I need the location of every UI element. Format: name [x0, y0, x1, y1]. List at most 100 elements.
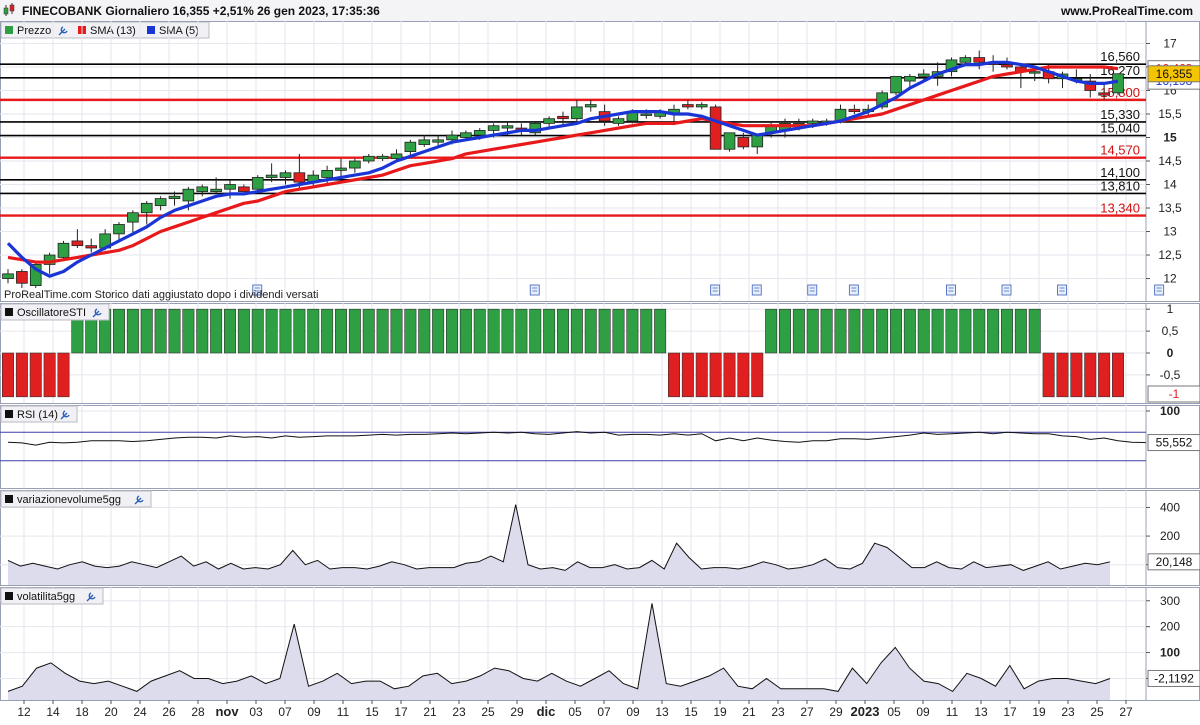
- x-tick-label: 14: [46, 705, 60, 719]
- dividend-icon[interactable]: [751, 284, 762, 296]
- candle: [279, 170, 292, 185]
- oscillator-bar: [196, 308, 209, 354]
- oscillator-bar: [876, 308, 889, 354]
- dividend-icon[interactable]: [848, 284, 859, 296]
- x-tick-label: 29: [829, 705, 843, 719]
- wrench-icon[interactable]: [60, 410, 70, 420]
- oscillator-bar: [737, 352, 750, 398]
- oscillator-bar: [459, 308, 472, 354]
- candle-body: [501, 125, 514, 129]
- oscillator-bar: [29, 352, 42, 398]
- dividend-icon[interactable]: [1001, 284, 1012, 296]
- candle: [543, 116, 555, 129]
- wrench-icon[interactable]: [92, 308, 102, 318]
- x-tick-label: 05: [887, 705, 901, 719]
- candle: [584, 99, 597, 112]
- candle-body: [293, 172, 306, 183]
- wrench-icon[interactable]: [58, 26, 68, 36]
- x-tick-label: 29: [510, 705, 524, 719]
- x-tick-label: 11: [946, 705, 959, 719]
- candle-body: [806, 120, 819, 124]
- oscillator-bar: [612, 308, 625, 354]
- value-badge: 20,148: [1147, 553, 1200, 571]
- wrench-icon[interactable]: [86, 592, 96, 602]
- oscillator-bar: [224, 308, 236, 354]
- x-tick-label: 27: [1119, 705, 1133, 719]
- candle: [349, 158, 361, 173]
- panel-title: volatilita5gg: [0, 587, 104, 605]
- y-tick-label: 200: [1160, 620, 1180, 634]
- oscillator-bar: [515, 308, 528, 354]
- price-legend-swatch: [5, 26, 13, 34]
- oscillator-bar: [279, 308, 292, 354]
- oscillator-bar: [487, 308, 500, 354]
- x-tick-label: 09: [916, 705, 930, 719]
- oscillator-bar: [43, 352, 56, 398]
- candle: [723, 132, 736, 152]
- area-fill: [8, 603, 1110, 700]
- y-tick-label: 14,5: [1158, 154, 1182, 168]
- panel-title-label: RSI (14): [17, 409, 58, 421]
- x-tick-label: 15: [365, 705, 379, 719]
- y-tick-label: 15,5: [1158, 107, 1182, 121]
- dividend-icon[interactable]: [1154, 284, 1165, 296]
- candle-body: [1001, 64, 1013, 68]
- candle: [432, 135, 444, 147]
- y-tick-label: 13: [1163, 225, 1177, 239]
- wrench-icon[interactable]: [134, 495, 144, 505]
- panel-title-label: OscillatoreSTI: [17, 307, 86, 319]
- panel-title-label: variazionevolume5gg: [17, 494, 121, 506]
- oscillator-bar: [376, 308, 389, 354]
- level-label: 14,100: [1100, 165, 1140, 180]
- oscillator-bar: [1084, 352, 1097, 398]
- dividend-icon[interactable]: [710, 284, 721, 296]
- dividend-icon[interactable]: [252, 284, 263, 296]
- candle-body: [57, 242, 70, 258]
- candle-body: [335, 167, 347, 171]
- oscillator-bar: [1112, 352, 1124, 398]
- candle-body: [196, 186, 209, 192]
- dividend-icon[interactable]: [807, 284, 818, 296]
- candle: [917, 69, 930, 82]
- oscillator-bar: [348, 308, 361, 354]
- oscillator-bar: [543, 308, 556, 354]
- x-tick-label: 2023: [851, 704, 880, 719]
- dividend-icon[interactable]: [1057, 284, 1067, 296]
- panel-title-swatch: [5, 495, 13, 503]
- x-tick-label: 07: [278, 705, 292, 719]
- y-tick-label: 15: [1163, 130, 1177, 144]
- oscillator-bar: [903, 308, 916, 354]
- candle-body: [473, 130, 486, 136]
- sma5-legend-swatch: [147, 26, 155, 34]
- candle-body: [1028, 71, 1041, 74]
- candle-body: [917, 73, 930, 77]
- candle: [529, 121, 542, 136]
- dividend-icon[interactable]: [529, 284, 540, 296]
- oscillator-bar: [626, 308, 639, 354]
- dividend-icon[interactable]: [946, 284, 956, 296]
- svg-text:-2,1192: -2,1192: [1154, 671, 1194, 685]
- header-bar: [0, 0, 1200, 21]
- oscillator-bar: [251, 308, 264, 354]
- candle-body: [557, 115, 569, 120]
- candle-body: [543, 118, 555, 124]
- candle: [682, 99, 694, 110]
- area-line: [7, 603, 1111, 693]
- y-tick-label: 300: [1160, 594, 1180, 608]
- panel-title: variazionevolume5gg: [0, 490, 152, 508]
- oscillator-bar: [446, 308, 458, 354]
- panel-title: OscillatoreSTI: [0, 303, 110, 321]
- sma13-legend-label: SMA (13): [90, 25, 136, 37]
- candles: [2, 50, 1124, 288]
- svg-text:16,355: 16,355: [1156, 67, 1193, 81]
- oscillator-bar: [1042, 352, 1055, 398]
- value-badge: 55,552: [1147, 434, 1200, 452]
- x-tick-label: 17: [394, 705, 408, 719]
- oscillator-bar: [182, 308, 195, 354]
- candle-body: [349, 160, 361, 169]
- candle: [113, 222, 125, 241]
- candle: [418, 135, 431, 147]
